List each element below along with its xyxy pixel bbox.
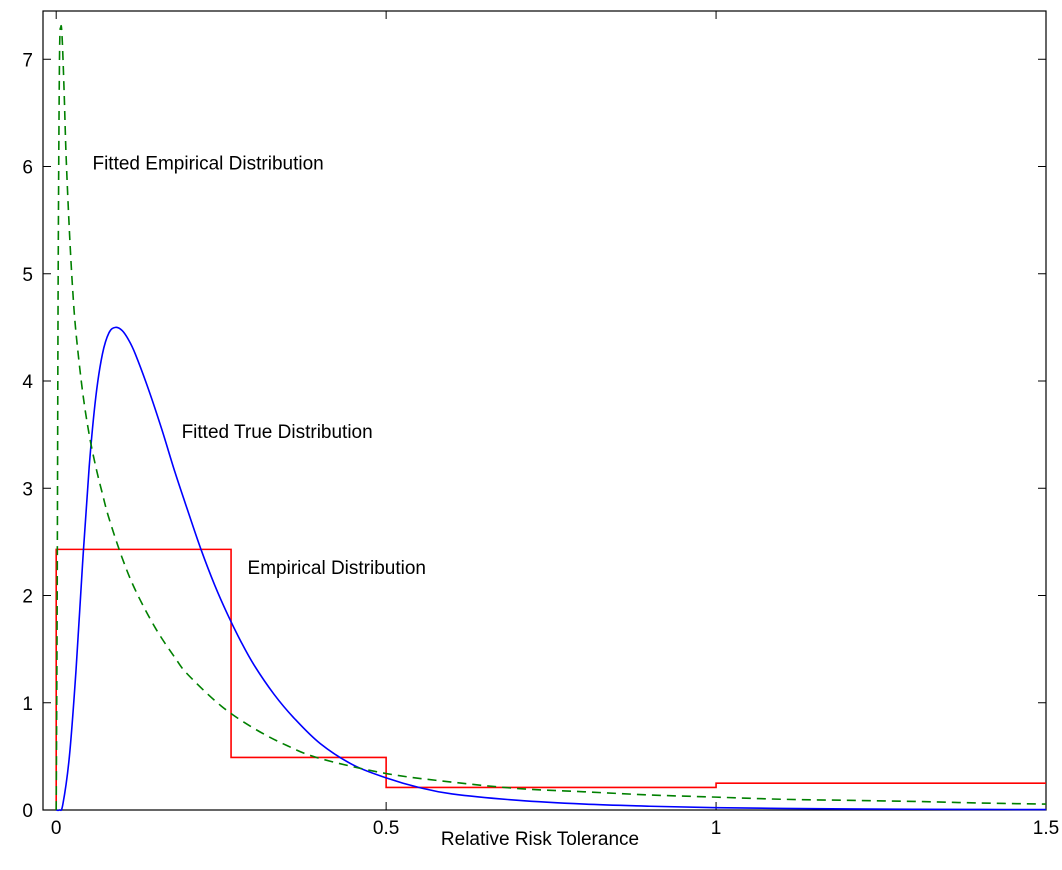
y-tick-label: 2 xyxy=(22,587,33,608)
x-tick-label: 1 xyxy=(711,818,722,839)
x-tick-label: 0 xyxy=(51,818,62,839)
annotation-label: Empirical Distribution xyxy=(248,558,426,579)
y-tick-label: 5 xyxy=(22,265,33,286)
x-tick-label: 1.5 xyxy=(1033,818,1059,839)
annotation-label: Fitted True Distribution xyxy=(182,422,373,443)
plot-area-frame xyxy=(42,10,1047,811)
y-tick-label: 7 xyxy=(22,50,33,71)
y-tick-label: 4 xyxy=(22,372,33,393)
y-tick-label: 1 xyxy=(22,694,33,715)
series-fitted-true-distribution xyxy=(56,326,1047,812)
series-layer xyxy=(55,24,1047,812)
annotation-layer: Fitted Empirical Distribution Fitted True… xyxy=(92,154,426,579)
x-axis-label: Relative Risk Tolerance xyxy=(441,829,639,850)
series-empirical-distribution xyxy=(55,548,1046,810)
y-tick-label: 3 xyxy=(22,479,33,500)
y-tick-label: 0 xyxy=(22,801,33,822)
y-tick-label: 6 xyxy=(22,158,33,179)
annotation-label: Fitted Empirical Distribution xyxy=(92,154,323,175)
axis-ticks: 0 0.5 1 1.5 0 1 2 3 4 5 6 7 xyxy=(22,11,1059,839)
series-fitted-empirical-distribution xyxy=(55,24,1047,811)
x-tick-label: 0.5 xyxy=(373,818,399,839)
